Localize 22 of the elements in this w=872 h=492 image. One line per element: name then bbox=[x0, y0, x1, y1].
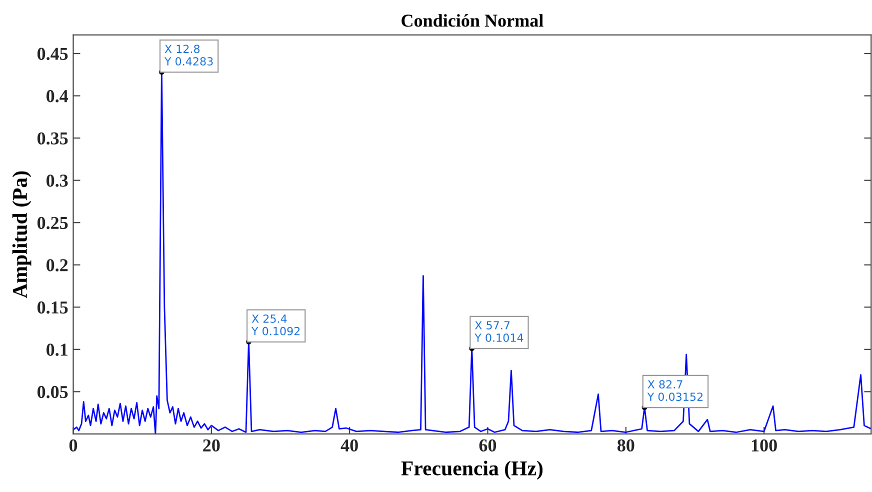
x-tick-label: 100 bbox=[752, 439, 777, 452]
y-tick-label: 0.05 bbox=[37, 386, 68, 398]
y-tick-label: 0.2 bbox=[46, 259, 68, 272]
x-tick-label: 0 bbox=[69, 439, 78, 452]
x-tick-label: 20 bbox=[203, 439, 220, 452]
x-axis-title: Frecuencia (Hz) bbox=[401, 460, 543, 480]
annotation: X 82.7 Y 0.03152 bbox=[647, 380, 702, 401]
y-axis-title: Amplitud (Pa) bbox=[12, 171, 32, 298]
y-tick-label: 0.25 bbox=[37, 216, 68, 230]
y-tick-label: 0.45 bbox=[37, 48, 68, 60]
chart-title: Condición Normal bbox=[402, 14, 544, 27]
annotation: X 12.8 Y 0.4283 bbox=[164, 44, 213, 66]
x-tick-label: 60 bbox=[479, 439, 496, 452]
y-tick-label: 0.1 bbox=[46, 344, 68, 356]
y-tick-label: 0.3 bbox=[46, 174, 68, 187]
annotation: X 25.4 Y 0.1092 bbox=[251, 314, 300, 336]
y-tick-label: 0.4 bbox=[46, 90, 68, 102]
x-tick-label: 80 bbox=[617, 439, 634, 452]
y-tick-label: 0.35 bbox=[37, 132, 68, 145]
x-tick-label: 40 bbox=[340, 439, 358, 452]
annotation: X 57.7 Y 0.1014 bbox=[474, 321, 524, 342]
y-tick-label: 0.15 bbox=[37, 301, 68, 314]
